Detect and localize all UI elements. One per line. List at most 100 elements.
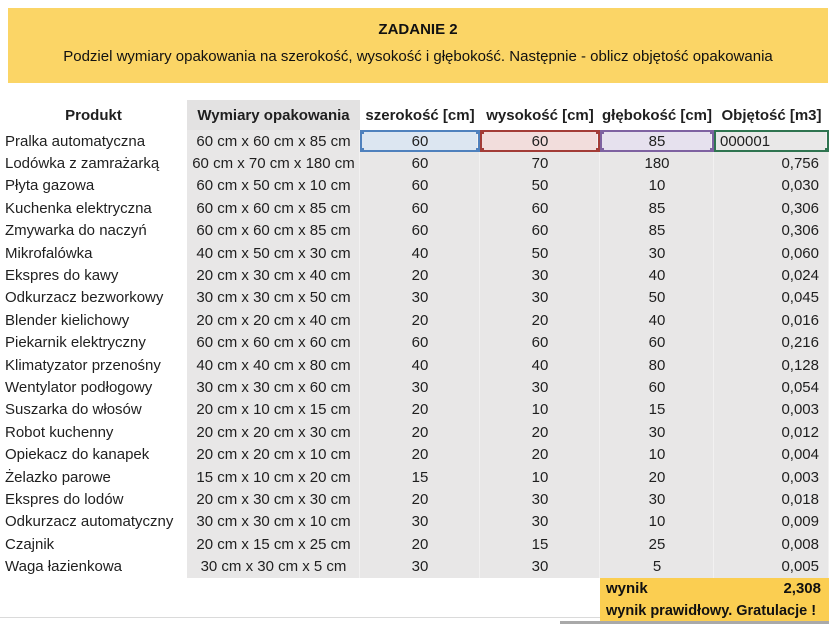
product-name-cell[interactable]: Płyta gazowa [0,174,187,198]
depth-cell[interactable]: 30 [600,488,714,511]
product-name-cell[interactable]: Blender kielichowy [0,309,187,332]
width-cell[interactable]: 30 [360,510,480,534]
height-cell[interactable]: 60 [480,197,600,220]
width-cell[interactable]: 20 [360,488,480,511]
height-cell[interactable]: 30 [480,376,600,399]
selection-handle[interactable] [602,132,604,134]
volume-cell[interactable]: 0,024 [714,264,829,287]
width-cell[interactable]: 60 [360,174,480,198]
product-name-cell[interactable]: Wentylator podłogowy [0,376,187,399]
depth-cell[interactable]: 40 [600,309,714,332]
height-cell[interactable]: 10 [480,465,600,489]
depth-cell[interactable]: 60 [600,331,714,354]
width-cell[interactable]: 30 [360,286,480,310]
volume-cell[interactable]: 0,306 [714,197,829,220]
volume-cell[interactable]: 0,018 [714,488,829,511]
width-cell[interactable]: 15 [360,465,480,489]
dimensions-cell[interactable]: 60 cm x 60 cm x 85 cm [187,197,360,220]
width-cell[interactable]: 20 [360,533,480,556]
dimensions-cell[interactable]: 60 cm x 50 cm x 10 cm [187,174,360,198]
selection-handle[interactable] [482,132,484,134]
depth-cell[interactable]: 15 [600,398,714,422]
selection-handle[interactable] [596,132,598,134]
volume-cell[interactable]: 0,128 [714,353,829,377]
dimensions-cell[interactable]: 30 cm x 30 cm x 60 cm [187,376,360,399]
width-cell[interactable]: 40 [360,353,480,377]
height-cell[interactable]: 30 [480,488,600,511]
volume-cell[interactable]: 0,054 [714,376,829,399]
volume-cell[interactable]: 0,009 [714,510,829,534]
width-cell[interactable]: 60 [360,219,480,242]
product-name-cell[interactable]: Mikrofalówka [0,241,187,265]
width-cell[interactable]: 20 [360,443,480,466]
selection-handle[interactable] [596,148,598,151]
column-header-height[interactable]: wysokość [cm] [486,106,594,124]
depth-cell[interactable]: 10 [600,510,714,534]
height-cell[interactable]: 20 [480,309,600,332]
dimensions-cell[interactable]: 20 cm x 10 cm x 15 cm [187,398,360,422]
depth-cell[interactable]: 180 [600,152,714,175]
product-name-cell[interactable]: Zmywarka do naczyń [0,219,187,242]
product-name-cell[interactable]: Ekspres do kawy [0,264,187,287]
product-name-cell[interactable]: Suszarka do włosów [0,398,187,422]
depth-cell[interactable]: 30 [600,241,714,265]
height-cell[interactable]: 60 [480,331,600,354]
height-cell[interactable]: 30 [480,555,600,578]
volume-cell[interactable]: 0,012 [714,421,829,444]
width-cell[interactable]: 60 [360,331,480,354]
dimensions-cell[interactable]: 20 cm x 30 cm x 30 cm [187,488,360,511]
selection-handle[interactable] [825,148,827,151]
height-cell[interactable]: 40 [480,353,600,377]
volume-cell[interactable]: 0,030 [714,174,829,198]
height-cell[interactable]: 50 [480,241,600,265]
selection-handle[interactable] [362,148,364,151]
height-cell[interactable]: 60 [480,219,600,242]
dimensions-cell[interactable]: 20 cm x 30 cm x 40 cm [187,264,360,287]
depth-cell[interactable]: 30 [600,421,714,444]
depth-cell[interactable]: 80 [600,353,714,377]
volume-cell[interactable]: 0,016 [714,309,829,332]
selection-handle[interactable] [476,132,478,134]
selection-handle[interactable] [710,132,712,134]
product-name-cell[interactable]: Opiekacz do kanapek [0,443,187,466]
column-header-width[interactable]: szerokość [cm] [365,106,475,124]
column-header-product[interactable]: Produkt [65,106,122,124]
width-cell[interactable]: 60 [360,152,480,175]
depth-cell[interactable]: 40 [600,264,714,287]
width-cell[interactable]: 20 [360,309,480,332]
height-cell[interactable]: 30 [480,510,600,534]
product-name-cell[interactable]: Odkurzacz bezworkowy [0,286,187,310]
height-cell[interactable]: 10 [480,398,600,422]
column-header-volume[interactable]: Objętość [m3] [721,106,822,124]
depth-cell[interactable]: 60 [600,376,714,399]
depth-cell[interactable]: 50 [600,286,714,310]
width-cell[interactable]: 20 [360,398,480,422]
volume-cell-editing[interactable]: 000001 [714,130,829,153]
product-name-cell[interactable]: Piekarnik elektryczny [0,331,187,354]
depth-cell[interactable]: 10 [600,443,714,466]
column-header-depth[interactable]: głębokość [cm] [601,106,713,124]
dimensions-cell[interactable]: 30 cm x 30 cm x 10 cm [187,510,360,534]
dimensions-cell[interactable]: 60 cm x 60 cm x 85 cm [187,130,360,153]
volume-cell[interactable]: 0,008 [714,533,829,556]
dimensions-cell[interactable]: 30 cm x 30 cm x 5 cm [187,555,360,578]
volume-cell[interactable]: 0,004 [714,443,829,466]
depth-cell[interactable]: 85 [600,197,714,220]
volume-cell[interactable]: 0,005 [714,555,829,578]
volume-cell[interactable]: 0,003 [714,465,829,489]
dimensions-cell[interactable]: 60 cm x 70 cm x 180 cm [187,152,360,175]
width-cell[interactable]: 60 [360,197,480,220]
column-header-dimensions[interactable]: Wymiary opakowania [187,100,360,130]
product-name-cell[interactable]: Kuchenka elektryczna [0,197,187,220]
volume-cell[interactable]: 0,045 [714,286,829,310]
width-cell[interactable]: 20 [360,421,480,444]
dimensions-cell[interactable]: 20 cm x 20 cm x 40 cm [187,309,360,332]
depth-cell[interactable]: 20 [600,465,714,489]
width-cell[interactable]: 30 [360,555,480,578]
volume-cell[interactable]: 0,306 [714,219,829,242]
selection-handle[interactable] [482,148,484,151]
product-name-cell[interactable]: Lodówka z zamrażarką [0,152,187,175]
dimensions-cell[interactable]: 15 cm x 10 cm x 20 cm [187,465,360,489]
dimensions-cell[interactable]: 20 cm x 20 cm x 30 cm [187,421,360,444]
product-name-cell[interactable]: Pralka automatyczna [0,130,187,153]
